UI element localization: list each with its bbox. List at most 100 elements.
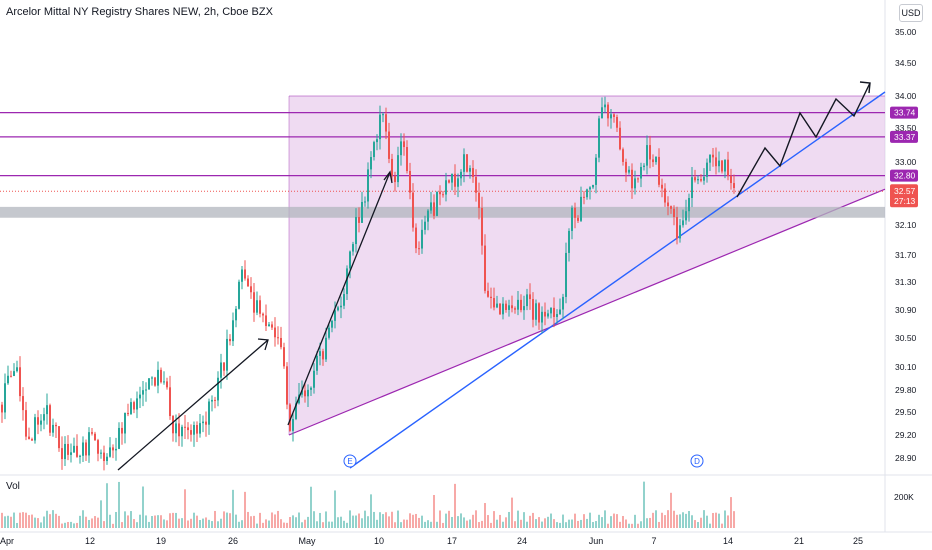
volume-bar bbox=[589, 512, 591, 528]
candle-body bbox=[406, 147, 408, 171]
price-tick-label: 31.30 bbox=[895, 277, 917, 287]
candle-body bbox=[733, 183, 735, 189]
volume-bar bbox=[169, 513, 171, 528]
volume-bar bbox=[556, 522, 558, 528]
volume-bar bbox=[631, 523, 633, 528]
price-tick-label: 32.10 bbox=[895, 220, 917, 230]
candle-body bbox=[226, 338, 228, 371]
volume-bar bbox=[139, 514, 141, 528]
volume-bar bbox=[595, 521, 597, 528]
price-tick-label: 30.90 bbox=[895, 305, 917, 315]
chart-title: Arcelor Mittal NY Registry Shares NEW, 2… bbox=[6, 6, 273, 18]
candle-body bbox=[568, 230, 570, 253]
volume-bar bbox=[358, 513, 360, 528]
candle-body bbox=[289, 404, 291, 431]
volume-bar bbox=[679, 514, 681, 528]
volume-bar bbox=[142, 486, 144, 528]
volume-bar bbox=[643, 481, 645, 528]
candle-body bbox=[16, 367, 18, 372]
volume-bar bbox=[73, 523, 75, 528]
volume-bar bbox=[598, 514, 600, 528]
volume-bar bbox=[637, 523, 639, 528]
candle-body bbox=[715, 157, 717, 167]
candle-body bbox=[61, 448, 63, 460]
candle-body bbox=[487, 290, 489, 297]
volume-bar bbox=[277, 510, 279, 528]
volume-bar bbox=[247, 511, 249, 528]
volume-bar bbox=[49, 514, 51, 528]
candle-body bbox=[556, 314, 558, 317]
candle-body bbox=[142, 390, 144, 395]
volume-bar bbox=[607, 523, 609, 528]
candle-body bbox=[685, 211, 687, 221]
candle-body bbox=[127, 412, 129, 415]
candle-body bbox=[361, 201, 363, 223]
price-tick-label: 31.70 bbox=[895, 250, 917, 260]
volume-bar bbox=[394, 522, 396, 528]
candle-body bbox=[103, 452, 105, 462]
candle-body bbox=[544, 311, 546, 317]
volume-bar bbox=[331, 521, 333, 528]
volume-bar bbox=[583, 514, 585, 528]
candle-body bbox=[310, 387, 312, 390]
candle-body bbox=[190, 430, 192, 435]
candle-body bbox=[508, 305, 510, 310]
triangle-zone bbox=[289, 96, 885, 435]
candle-body bbox=[649, 145, 651, 160]
volume-group bbox=[1, 481, 735, 528]
volume-bar bbox=[439, 510, 441, 528]
candle-body bbox=[172, 416, 174, 434]
volume-bar bbox=[337, 517, 339, 528]
candle-body bbox=[676, 217, 678, 239]
candle-body bbox=[55, 424, 57, 427]
candle-body bbox=[655, 156, 657, 163]
last-price-label-bg bbox=[890, 184, 918, 208]
volume-bar bbox=[118, 481, 120, 528]
time-tick-label: May bbox=[298, 536, 316, 546]
volume-bar bbox=[550, 513, 552, 528]
volume-bar bbox=[109, 514, 111, 528]
volume-bar bbox=[97, 517, 99, 528]
candle-body bbox=[133, 402, 135, 410]
candle-body bbox=[574, 207, 576, 218]
volume-bar bbox=[307, 516, 309, 528]
candle-body bbox=[49, 405, 51, 433]
candle-body bbox=[721, 160, 723, 172]
volume-bar bbox=[535, 519, 537, 528]
volume-bar bbox=[655, 510, 657, 528]
volume-tick-label: 200K bbox=[894, 492, 914, 502]
volume-bar bbox=[604, 510, 606, 528]
candle-body bbox=[595, 157, 597, 185]
candle-body bbox=[82, 442, 84, 456]
volume-bar bbox=[199, 520, 201, 528]
volume-bar bbox=[175, 512, 177, 528]
candle-body bbox=[64, 443, 66, 460]
support-band bbox=[0, 206, 885, 218]
volume-bar bbox=[364, 510, 366, 528]
volume-bar bbox=[577, 520, 579, 528]
candle-body bbox=[199, 423, 201, 434]
arrow-head bbox=[257, 338, 269, 351]
price-tick-label: 33.00 bbox=[895, 157, 917, 167]
candle-body bbox=[265, 315, 267, 327]
candle-body bbox=[565, 252, 567, 297]
candle-body bbox=[727, 159, 729, 176]
candle-body bbox=[319, 351, 321, 356]
volume-bar bbox=[274, 514, 276, 528]
volume-bar bbox=[418, 517, 420, 528]
time-tick-label: Apr bbox=[0, 536, 14, 546]
candle-body bbox=[679, 225, 681, 239]
volume-bar bbox=[382, 514, 384, 528]
volume-bar bbox=[355, 515, 357, 528]
volume-bar bbox=[136, 522, 138, 528]
currency-button[interactable]: USD bbox=[899, 4, 923, 22]
candle-body bbox=[613, 114, 615, 117]
candle-body bbox=[652, 159, 654, 163]
volume-bar bbox=[22, 512, 24, 528]
volume-bar bbox=[361, 518, 363, 528]
candle-body bbox=[139, 394, 141, 399]
volume-bar bbox=[70, 521, 72, 528]
candle-body bbox=[211, 399, 213, 402]
candle-body bbox=[301, 390, 303, 395]
